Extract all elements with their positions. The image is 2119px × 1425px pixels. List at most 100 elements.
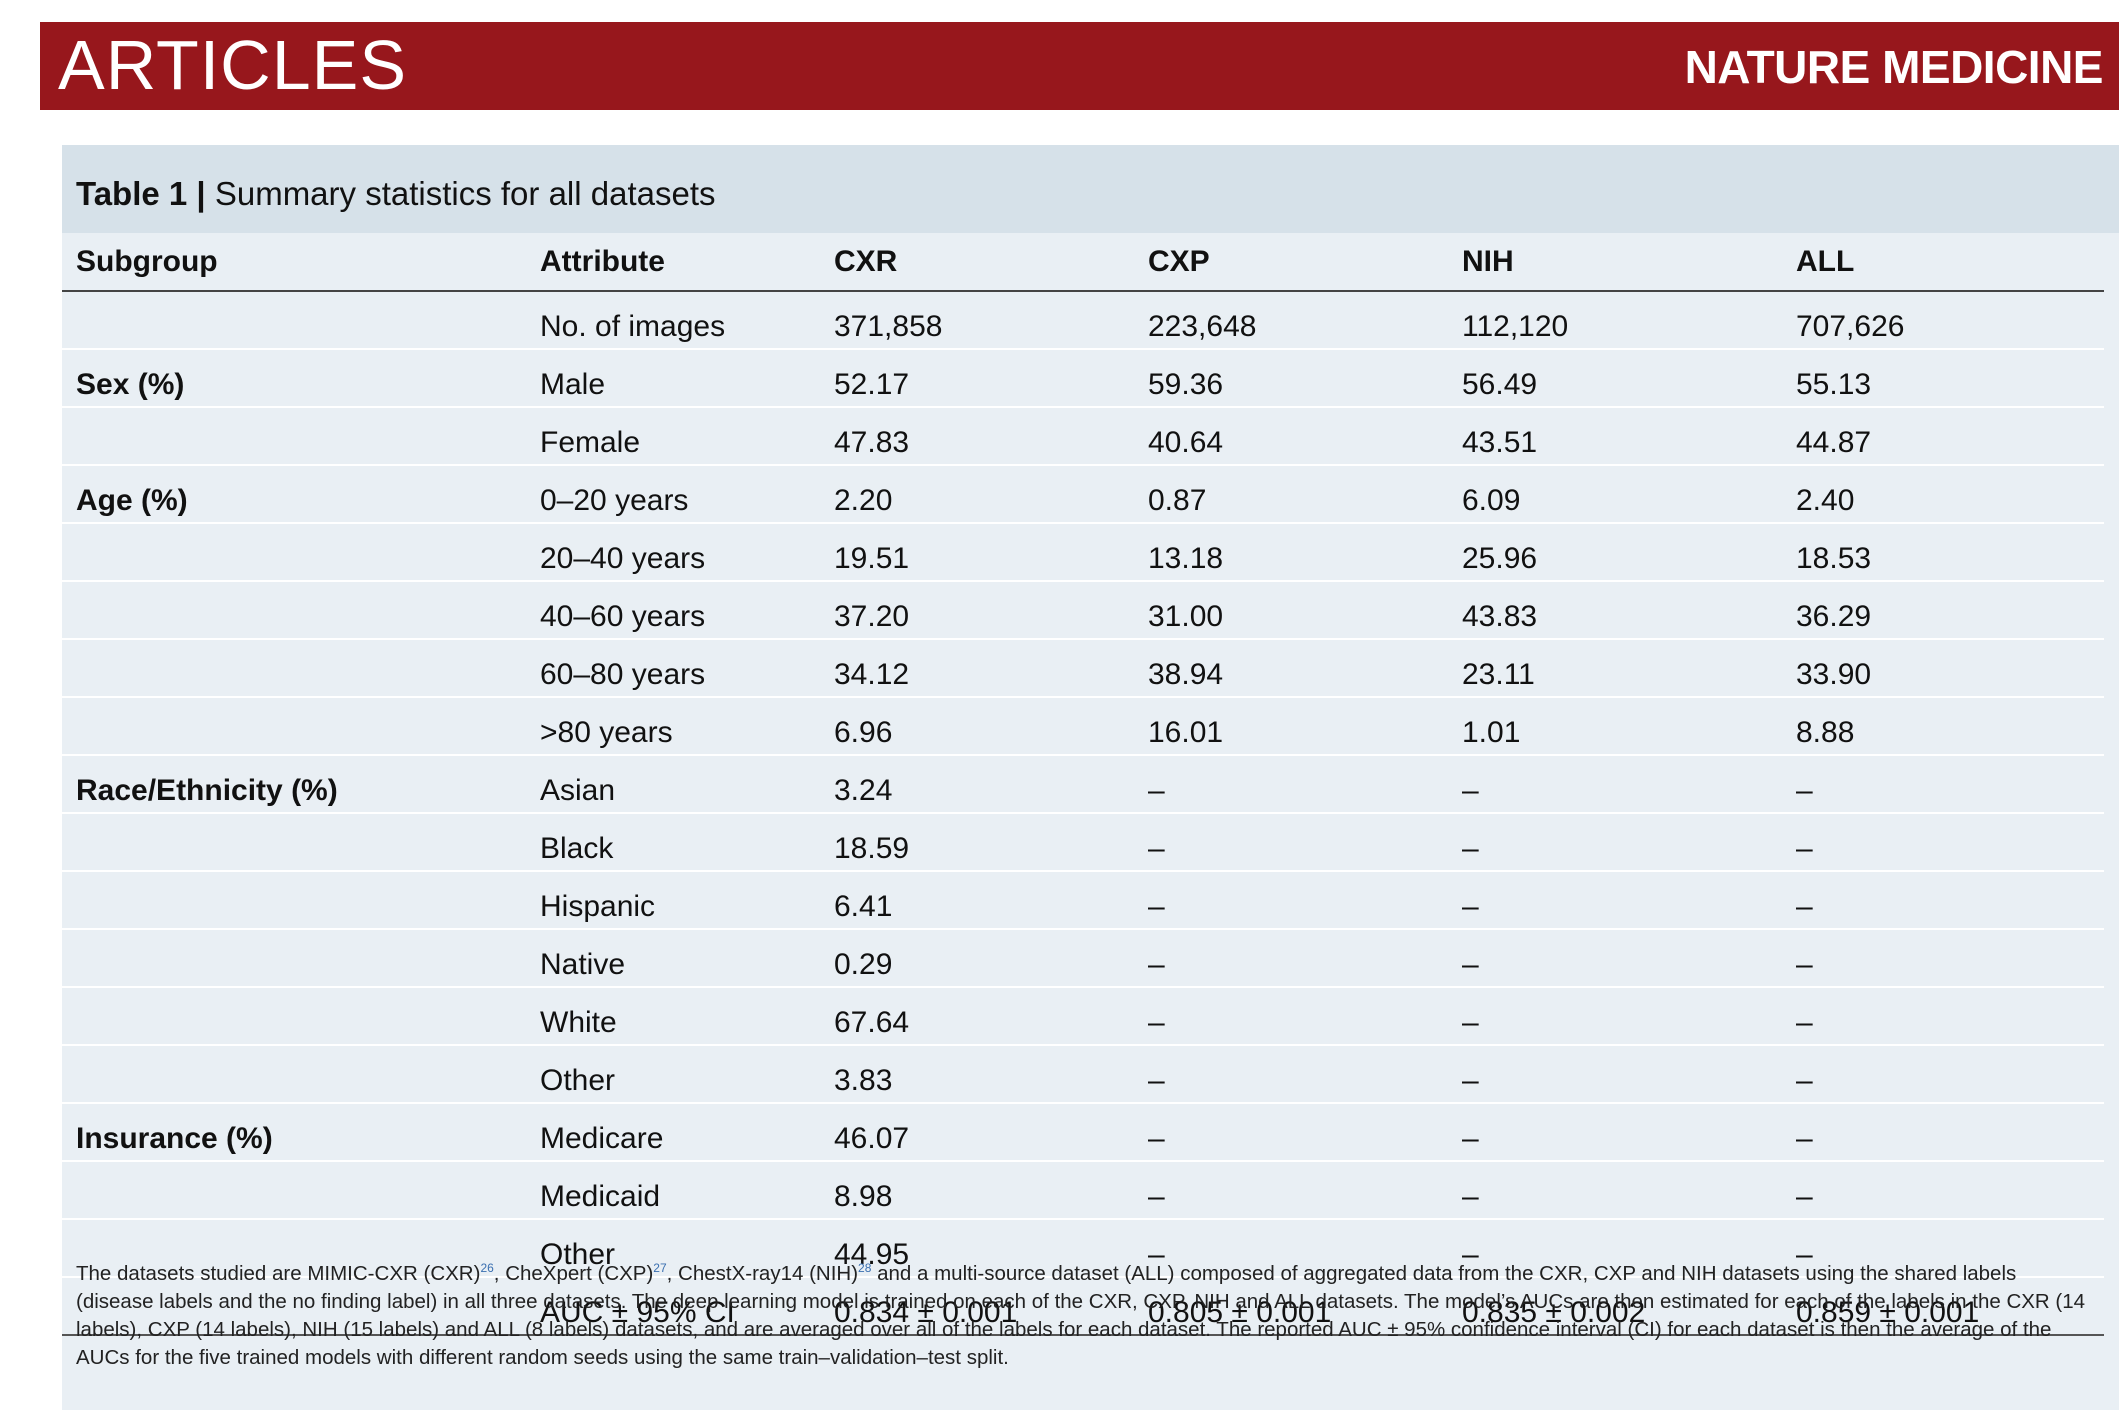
cell-nih: 1.01: [1448, 697, 1782, 756]
cell-cxp: 223,648: [1134, 291, 1448, 350]
cell-cxr: 2.20: [820, 465, 1134, 524]
column-header-cxp: CXP: [1134, 233, 1448, 292]
cell-nih: –: [1448, 987, 1782, 1046]
cell-nih: 0.835 ± 0.002: [1448, 1277, 1782, 1336]
cell-all: 44.87: [1782, 407, 2104, 466]
footnote-ref-27[interactable]: 27: [653, 1261, 667, 1276]
cell-attribute: Asian: [526, 755, 820, 814]
cell-subgroup: [62, 1045, 526, 1104]
table-row: Black 18.59– – –: [62, 813, 2104, 872]
cell-subgroup: [62, 1277, 526, 1336]
cell-attribute: Black: [526, 813, 820, 872]
cell-nih: –: [1448, 1045, 1782, 1104]
table-row: >80 years 6.96 16.01 1.01 8.88: [62, 697, 2104, 756]
footnote-text-2: , CheXpert (CXP): [493, 1262, 654, 1285]
cell-attribute: AUC ± 95% CI: [526, 1277, 820, 1336]
cell-all: –: [1782, 1103, 2104, 1162]
table-row: Female 47.83 40.64 43.51 44.87: [62, 407, 2104, 466]
cell-nih: 6.09: [1448, 465, 1782, 524]
cell-attribute: 0–20 years: [526, 465, 820, 524]
footnote-text-1: The datasets studied are MIMIC-CXR (CXR): [76, 1262, 481, 1285]
footnote-text-3: , ChestX-ray14 (NIH): [666, 1262, 859, 1285]
cell-all: 36.29: [1782, 581, 2104, 640]
cell-attribute: Other: [526, 1219, 820, 1278]
table-label: Table 1 |: [76, 175, 206, 212]
cell-attribute: Other: [526, 1045, 820, 1104]
cell-attribute: Native: [526, 929, 820, 988]
cell-all: –: [1782, 755, 2104, 814]
footnote-text-4: and a multi-source dataset (ALL) compose…: [76, 1262, 2086, 1369]
cell-all: 18.53: [1782, 523, 2104, 582]
cell-attribute: >80 years: [526, 697, 820, 756]
cell-attribute: 40–60 years: [526, 581, 820, 640]
cell-all: –: [1782, 813, 2104, 872]
column-header-attribute: Attribute: [526, 233, 820, 292]
cell-attribute: No. of images: [526, 291, 820, 350]
cell-nih: 56.49: [1448, 349, 1782, 408]
cell-cxr: 67.64: [820, 987, 1134, 1046]
table-row: 40–60 years 37.20 31.00 43.83 36.29: [62, 581, 2104, 640]
cell-nih: –: [1448, 1219, 1782, 1278]
table-row: Medicaid 8.98– – –: [62, 1161, 2104, 1220]
cell-cxr: 3.83: [820, 1045, 1134, 1104]
cell-nih: –: [1448, 813, 1782, 872]
cell-cxr: 37.20: [820, 581, 1134, 640]
cell-cxr: 3.24: [820, 755, 1134, 814]
cell-nih: 112,120: [1448, 291, 1782, 350]
table-row: No. of images 371,858 223,648 112,120 707,62…: [62, 291, 2104, 350]
cell-nih: –: [1448, 929, 1782, 988]
cell-all: 707,626: [1782, 291, 2104, 350]
footnote-ref-28[interactable]: 28: [858, 1261, 872, 1276]
cell-cxp: 16.01: [1134, 697, 1448, 756]
cell-subgroup: Sex (%): [62, 349, 526, 408]
cell-subgroup: [62, 929, 526, 988]
cell-nih: –: [1448, 1161, 1782, 1220]
cell-cxr: 46.07: [820, 1103, 1134, 1162]
cell-nih: 23.11: [1448, 639, 1782, 698]
column-header-subgroup: Subgroup: [62, 233, 526, 292]
table-row: 60–80 years 34.12 38.94 23.11 33.90: [62, 639, 2104, 698]
table-row: White 67.64– – –: [62, 987, 2104, 1046]
cell-attribute: Hispanic: [526, 871, 820, 930]
cell-subgroup: [62, 523, 526, 582]
cell-cxp: –: [1134, 1103, 1448, 1162]
cell-cxr: 52.17: [820, 349, 1134, 408]
cell-cxr: 19.51: [820, 523, 1134, 582]
cell-subgroup: [62, 639, 526, 698]
summary-table-box: Table 1 | Summary statistics for all dat…: [62, 145, 2119, 1410]
cell-cxp: –: [1134, 929, 1448, 988]
column-header-cxr: CXR: [820, 233, 1134, 292]
cell-all: 55.13: [1782, 349, 2104, 408]
table-header-row: Subgroup Attribute CXR CXP NIH ALL: [62, 233, 2104, 292]
cell-attribute: 60–80 years: [526, 639, 820, 698]
cell-cxp: 0.87: [1134, 465, 1448, 524]
cell-cxp: 0.805 ± 0.001: [1134, 1277, 1448, 1336]
cell-nih: 43.83: [1448, 581, 1782, 640]
footnote-ref-26[interactable]: 26: [480, 1261, 494, 1276]
cell-all: –: [1782, 987, 2104, 1046]
cell-cxp: 31.00: [1134, 581, 1448, 640]
column-header-nih: NIH: [1448, 233, 1782, 292]
cell-attribute: Medicare: [526, 1103, 820, 1162]
cell-cxr: 6.41: [820, 871, 1134, 930]
cell-cxp: –: [1134, 1161, 1448, 1220]
cell-cxp: –: [1134, 987, 1448, 1046]
cell-attribute: Male: [526, 349, 820, 408]
table-row: Hispanic 6.41– – –: [62, 871, 2104, 930]
cell-all: 33.90: [1782, 639, 2104, 698]
table-row: Insurance (%) Medicare 46.07– – –: [62, 1103, 2104, 1162]
cell-cxr: 371,858: [820, 291, 1134, 350]
table-title-bar: Table 1 | Summary statistics for all dat…: [62, 145, 2119, 233]
cell-all: –: [1782, 929, 2104, 988]
table-title: Table 1 | Summary statistics for all dat…: [76, 177, 716, 210]
cell-subgroup: [62, 1161, 526, 1220]
cell-cxr: 34.12: [820, 639, 1134, 698]
cell-all: –: [1782, 871, 2104, 930]
cell-cxr: 0.29: [820, 929, 1134, 988]
cell-nih: –: [1448, 871, 1782, 930]
cell-cxr: 6.96: [820, 697, 1134, 756]
cell-cxp: 40.64: [1134, 407, 1448, 466]
table-row: Other 44.95– – –: [62, 1219, 2104, 1278]
table-row: Age (%) 0–20 years 2.20 0.87 6.09 2.40: [62, 465, 2104, 524]
cell-subgroup: Insurance (%): [62, 1103, 526, 1162]
